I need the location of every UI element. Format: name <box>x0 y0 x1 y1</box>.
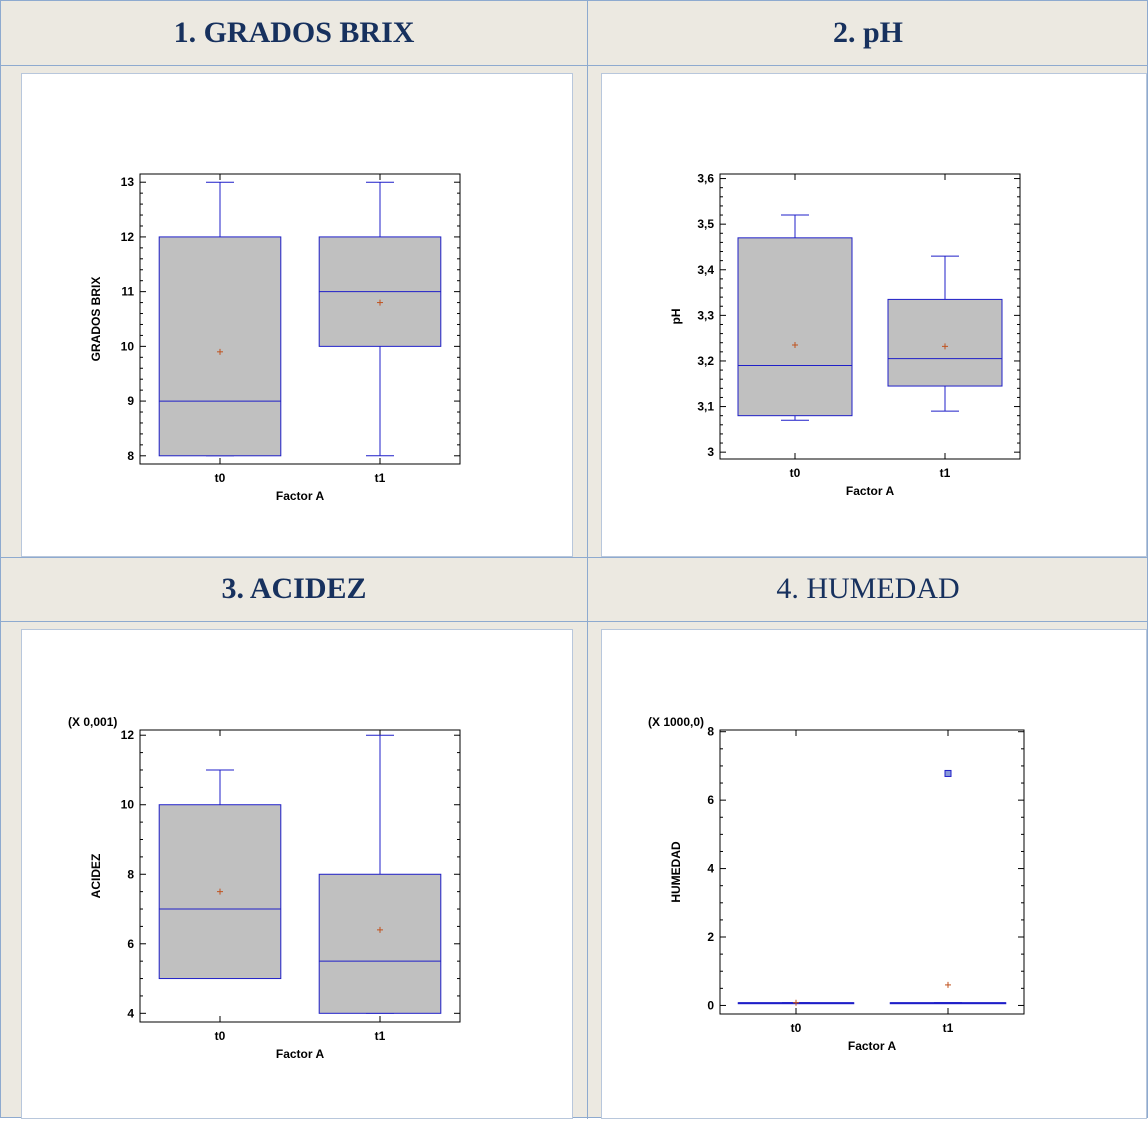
y-tick-label: 3,4 <box>697 263 714 277</box>
plot-frame <box>719 173 1021 460</box>
y-tick-label: 10 <box>121 339 135 353</box>
y-axis-label: GRADOS BRIX <box>89 277 103 362</box>
scale-note: (X 0,001) <box>68 715 117 729</box>
box-t1 <box>887 298 1003 387</box>
scale-note: (X 1000,0) <box>648 715 704 729</box>
y-tick-label: 6 <box>127 937 134 951</box>
y-tick-label: 6 <box>707 793 714 807</box>
x-tick-label: t0 <box>215 471 226 485</box>
y-tick-label: 3,2 <box>697 354 714 368</box>
box-t0 <box>158 236 282 457</box>
x-axis-label: Factor A <box>276 1047 325 1061</box>
box-t0 <box>737 237 853 417</box>
y-tick-label: 0 <box>707 998 714 1012</box>
x-tick-label: t1 <box>943 1021 954 1035</box>
y-tick-label: 4 <box>127 1006 134 1020</box>
x-tick-label: t0 <box>790 466 801 480</box>
y-tick-label: 8 <box>707 725 714 739</box>
box-t1 <box>318 873 442 1014</box>
y-tick-label: 13 <box>121 175 135 189</box>
y-axis-label: HUMEDAD <box>669 841 683 903</box>
x-axis-label: Factor A <box>846 484 895 498</box>
y-tick-label: 3,3 <box>697 308 714 322</box>
boxplot-acidez: 4 6 8 10 12 (X 0,001) ACIDEZ t0 t1 Factor A <box>68 715 461 1061</box>
y-axis-label: ACIDEZ <box>89 854 103 899</box>
y-tick-label: 3 <box>707 445 714 459</box>
y-axis-label: pH <box>669 309 683 325</box>
y-tick-label: 11 <box>121 285 134 299</box>
plot-frame <box>719 729 1025 1015</box>
header-humedad: 4. HUMEDAD <box>776 572 960 605</box>
x-tick-label: t1 <box>375 1029 386 1043</box>
boxplot-grados-brix: 8 9 10 11 12 13 GRADOS BRIX t0 t1 Factor A <box>89 173 461 503</box>
y-tick-label: 12 <box>121 230 135 244</box>
y-tick-label: 8 <box>127 867 134 881</box>
header-ph: 2. pH <box>832 16 904 49</box>
y-tick-label: 3,5 <box>697 217 714 231</box>
cell-humedad: 0 2 4 6 8 (X 1000,0) HUMEDAD t0 t1 Factor A <box>601 629 1147 1119</box>
boxplot-humedad: 0 2 4 6 8(X 1000,0) HUMEDAD t0 t1 Factor A <box>648 715 1025 1053</box>
grid-divider-header-top <box>1 65 1148 66</box>
y-tick-label: 9 <box>127 394 134 408</box>
grid-divider-header-bottom <box>1 621 1148 622</box>
y-tick-label: 8 <box>127 449 134 463</box>
grid-divider-vertical <box>587 1 588 1119</box>
x-axis-label: Factor A <box>848 1039 897 1053</box>
outlier-point <box>944 769 952 777</box>
cell-acidez: 4 6 8 10 12 (X 0,001) ACIDEZ t0 t1 Factor A <box>21 629 573 1119</box>
plot-frame <box>139 729 461 1023</box>
plot-frame <box>139 173 461 465</box>
cell-grados-brix: 8 9 10 11 12 13 GRADOS BRIX t0 t1 Factor A <box>21 73 573 557</box>
y-tick-label: 10 <box>121 798 135 812</box>
x-tick-label: t1 <box>375 471 386 485</box>
y-tick-label: 4 <box>707 862 714 876</box>
x-axis-label: Factor A <box>276 489 325 503</box>
x-tick-label: t0 <box>791 1021 802 1035</box>
y-tick-label: 12 <box>121 728 135 742</box>
x-tick-label: t0 <box>215 1029 226 1043</box>
y-tick-label: 2 <box>707 930 714 944</box>
boxplot-ph: 3 3,1 3,2 3,3 3,4 3,5 3,6 pH t0 t1 Factor A <box>669 172 1021 498</box>
y-tick-label: 3,1 <box>697 400 714 414</box>
x-tick-label: t1 <box>940 466 951 480</box>
cell-ph: 3 3,1 3,2 3,3 3,4 3,5 3,6 pH t0 t1 Factor A <box>601 73 1147 557</box>
header-acidez: 3. ACIDEZ <box>221 572 367 605</box>
y-tick-label: 3,6 <box>697 172 714 186</box>
header-grados-brix: 1. GRADOS BRIX <box>173 16 415 49</box>
grid-divider-middle <box>1 557 1148 558</box>
